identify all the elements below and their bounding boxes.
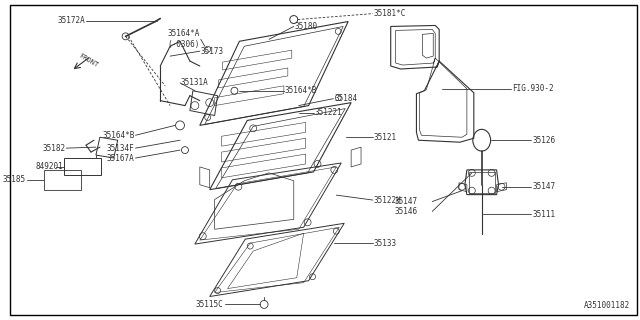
Text: 35164*B: 35164*B [102, 131, 134, 140]
Text: 35181*C: 35181*C [374, 9, 406, 18]
Text: A351001182: A351001182 [584, 301, 630, 310]
Text: 35134F: 35134F [107, 144, 134, 153]
Text: 35185: 35185 [3, 175, 26, 184]
Text: 35147: 35147 [532, 182, 556, 191]
Text: 35133: 35133 [374, 239, 397, 248]
Text: (-0306): (-0306) [168, 40, 200, 49]
Text: 35131A: 35131A [181, 78, 209, 87]
Text: 35147: 35147 [394, 197, 417, 206]
Text: 35173: 35173 [201, 47, 224, 56]
Text: FRONT: FRONT [78, 53, 100, 69]
Text: 35172A: 35172A [58, 16, 85, 25]
Text: 35121: 35121 [374, 133, 397, 142]
Text: 35126: 35126 [532, 136, 556, 145]
Text: 849201: 849201 [36, 163, 63, 172]
Text: 35164*B: 35164*B [285, 86, 317, 95]
Text: 35146: 35146 [394, 207, 417, 216]
Text: 35182: 35182 [42, 144, 65, 153]
Text: FIG.930-2: FIG.930-2 [513, 84, 554, 93]
Text: 35180: 35180 [295, 22, 318, 31]
Text: 35122H: 35122H [374, 196, 402, 204]
Text: 35167A: 35167A [107, 154, 134, 163]
Text: 35164*A: 35164*A [168, 29, 200, 38]
Text: 35115C: 35115C [196, 300, 223, 309]
Text: 35111: 35111 [532, 210, 556, 219]
Text: 351221: 351221 [314, 108, 342, 117]
Text: 35184: 35184 [334, 94, 358, 103]
